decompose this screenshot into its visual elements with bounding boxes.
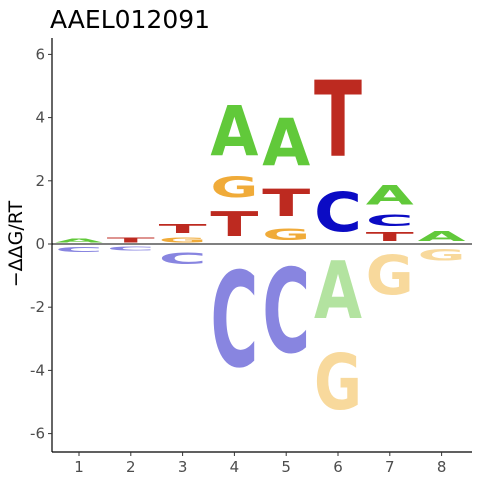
x-tick-label: 2: [126, 458, 136, 476]
letter-c-pos-4: C: [210, 246, 258, 398]
x-tick-label: 3: [178, 458, 188, 476]
x-tick-label: 4: [230, 458, 240, 476]
x-tick-label: 5: [281, 458, 291, 476]
letter-a-pos-6: A: [314, 244, 362, 337]
y-tick-label: -4: [30, 361, 45, 379]
y-tick-label: 2: [35, 172, 45, 190]
letter-c-pos-5: C: [262, 246, 310, 380]
letter-c-pos-7: C: [366, 211, 414, 230]
letter-c-pos-1: C: [55, 246, 103, 254]
y-axis-label: −ΔΔG/RT: [5, 200, 27, 287]
x-tick-label: 1: [74, 458, 84, 476]
letter-a-pos-8: A: [418, 228, 466, 244]
letter-t-pos-3: T: [159, 222, 208, 236]
letter-t-pos-5: T: [262, 182, 311, 226]
letter-g-pos-5: G: [262, 225, 310, 244]
y-tick-label: 6: [35, 45, 45, 63]
letter-c-pos-2: C: [107, 246, 155, 252]
axes: -6 -4 -2 0 2 4 6 1 2 3 4 5 6 7 8: [30, 38, 472, 476]
letter-g-pos-4: G: [210, 171, 258, 204]
letter-c-pos-6: C: [314, 182, 362, 245]
letter-a-pos-7: A: [366, 180, 414, 211]
letter-a-pos-5: A: [262, 105, 310, 181]
letter-c-pos-3: C: [159, 249, 207, 268]
letter-g-pos-8: G: [418, 246, 466, 265]
letter-g-pos-7: G: [366, 245, 414, 307]
x-tick-label: 8: [437, 458, 447, 476]
x-tick-label: 7: [385, 458, 395, 476]
letter-a-pos-4: A: [210, 92, 258, 172]
letter-t-pos-6: T: [314, 60, 362, 181]
letter-g-pos-3: G: [159, 236, 207, 244]
y-tick-label: -6: [30, 425, 45, 443]
y-tick-label: 0: [35, 235, 45, 253]
y-tick-label: 4: [35, 109, 45, 127]
letter-t-pos-2: T: [107, 236, 155, 244]
letter-a-pos-1: A: [55, 238, 103, 244]
x-tick-label: 6: [333, 458, 343, 476]
letter-t-pos-7: T: [366, 230, 415, 244]
chart-title: AAEL012091: [50, 5, 210, 34]
y-tick-label: -2: [30, 298, 45, 316]
letter-t-pos-4: T: [210, 205, 258, 244]
letter-g-pos-6: G: [314, 339, 362, 428]
